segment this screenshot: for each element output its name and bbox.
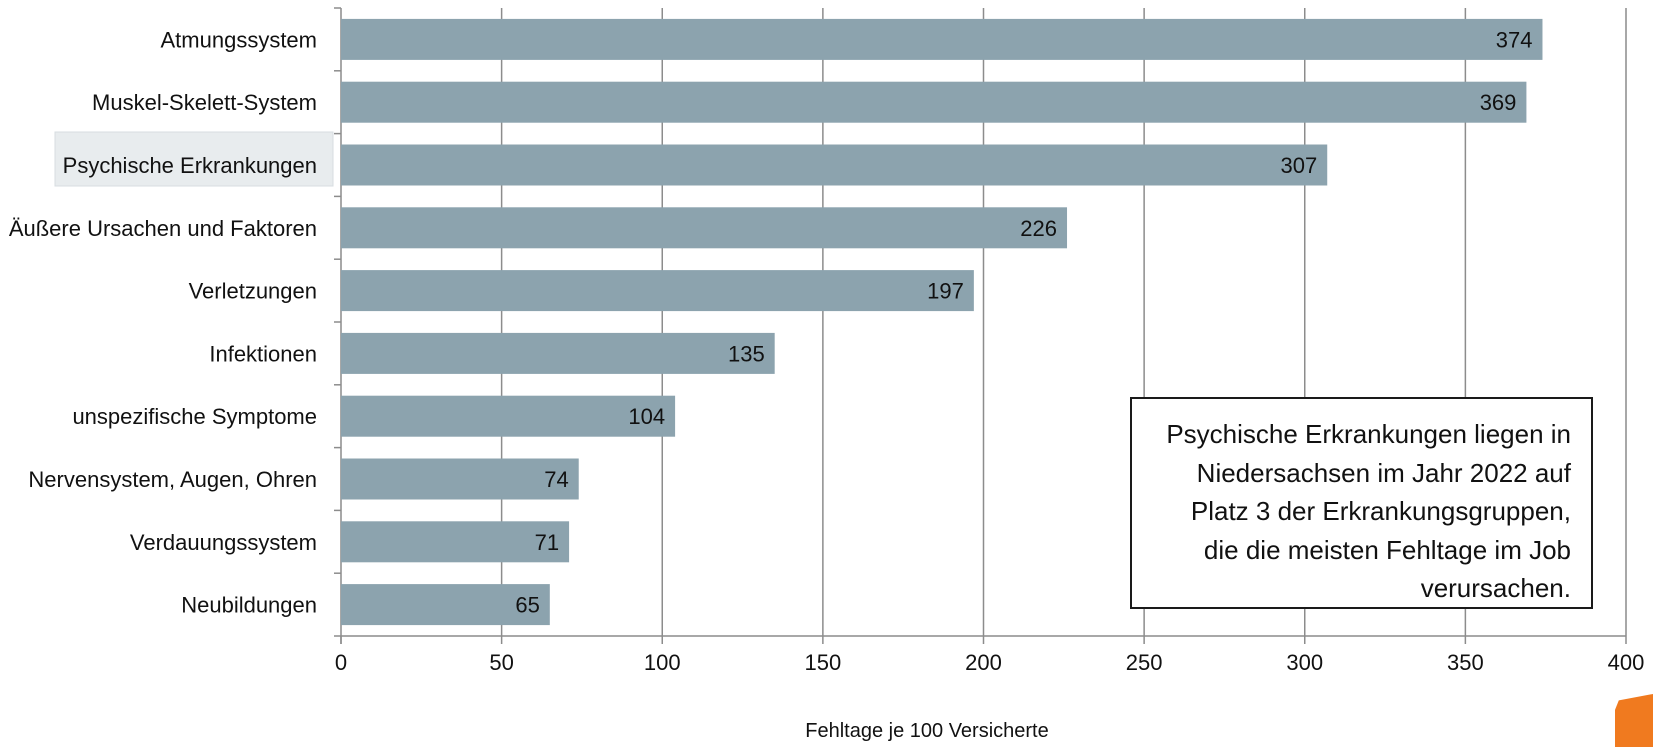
bar-value-label: 74 [544, 467, 568, 492]
bar [341, 459, 579, 500]
x-tick-label: 50 [489, 650, 513, 675]
category-label: Verdauungssystem [130, 530, 317, 555]
x-tick-label: 0 [335, 650, 347, 675]
x-axis-title: Fehltage je 100 Versicherte [805, 720, 1049, 742]
category-label: Verletzungen [189, 279, 317, 304]
category-label: Nervensystem, Augen, Ohren [28, 467, 317, 492]
bar-value-label: 374 [1496, 27, 1533, 52]
category-label: Neubildungen [181, 593, 317, 618]
bar-value-label: 65 [515, 593, 539, 618]
x-tick-label: 100 [644, 650, 681, 675]
category-label: Atmungssystem [161, 27, 318, 52]
x-tick-label: 300 [1286, 650, 1323, 675]
x-tick-label: 400 [1608, 650, 1645, 675]
bar [341, 207, 1067, 248]
category-labels: Atmungssystem Muskel-Skelett-System Psychi… [9, 27, 317, 617]
bar-value-label: 71 [535, 530, 559, 555]
category-label: Psychische Erkrankungen [63, 153, 317, 178]
bar [341, 396, 675, 437]
category-label: Infektionen [209, 341, 317, 366]
bar-value-label: 307 [1281, 153, 1318, 178]
x-axis-ticks: 0 50 100 150 200 250 300 350 400 [335, 636, 1644, 675]
category-label: Äußere Ursachen und Faktoren [9, 216, 317, 241]
x-tick-label: 150 [805, 650, 842, 675]
x-tick-label: 350 [1447, 650, 1484, 675]
bar-value-label: 369 [1480, 90, 1517, 115]
bar-value-label: 104 [628, 404, 665, 429]
bar-value-label: 135 [728, 341, 765, 366]
bar [341, 145, 1327, 186]
bar [341, 270, 974, 311]
x-tick-label: 200 [965, 650, 1002, 675]
bar [341, 82, 1526, 123]
bar-value-label: 197 [927, 279, 964, 304]
bar-value-label: 226 [1020, 216, 1057, 241]
bar [341, 333, 775, 374]
x-tick-label: 250 [1126, 650, 1163, 675]
category-label: unspezifische Symptome [72, 404, 317, 429]
bar [341, 19, 1542, 60]
brand-logo-icon [1615, 694, 1653, 747]
annotation-box: Psychische Erkrankungen liegen in Nieder… [1130, 397, 1593, 609]
category-label: Muskel-Skelett-System [92, 90, 317, 115]
